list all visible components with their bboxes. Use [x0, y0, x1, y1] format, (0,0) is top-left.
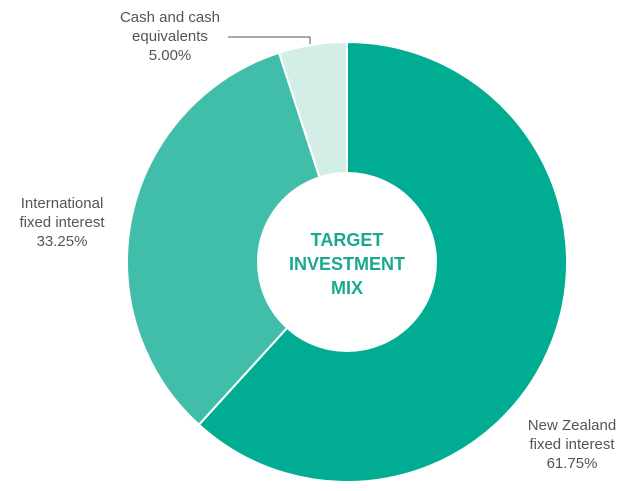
value-label: 5.00%: [149, 47, 192, 64]
text-line: MIX: [331, 278, 363, 298]
value-label: 61.75%: [547, 455, 598, 472]
text-line: TARGET: [311, 230, 384, 250]
value-label: 33.25%: [37, 233, 88, 250]
text-line: International: [21, 195, 104, 212]
donut-hole: [257, 172, 437, 352]
text-line: INVESTMENT: [289, 254, 405, 274]
slice-label: International fixed interest: [19, 195, 105, 231]
text-line: equivalents: [132, 28, 208, 45]
text-line: fixed interest: [19, 214, 105, 231]
text-line: New Zealand: [528, 417, 616, 434]
center-label: TARGET INVESTMENT MIX: [289, 230, 405, 298]
donut-segment: [126, 51, 349, 427]
slice-label: Cash and cash equivalents: [120, 9, 220, 45]
slice-label: New Zealand fixed interest: [528, 417, 616, 453]
text-line: fixed interest: [529, 436, 615, 453]
text-line: Cash and cash: [120, 9, 220, 26]
